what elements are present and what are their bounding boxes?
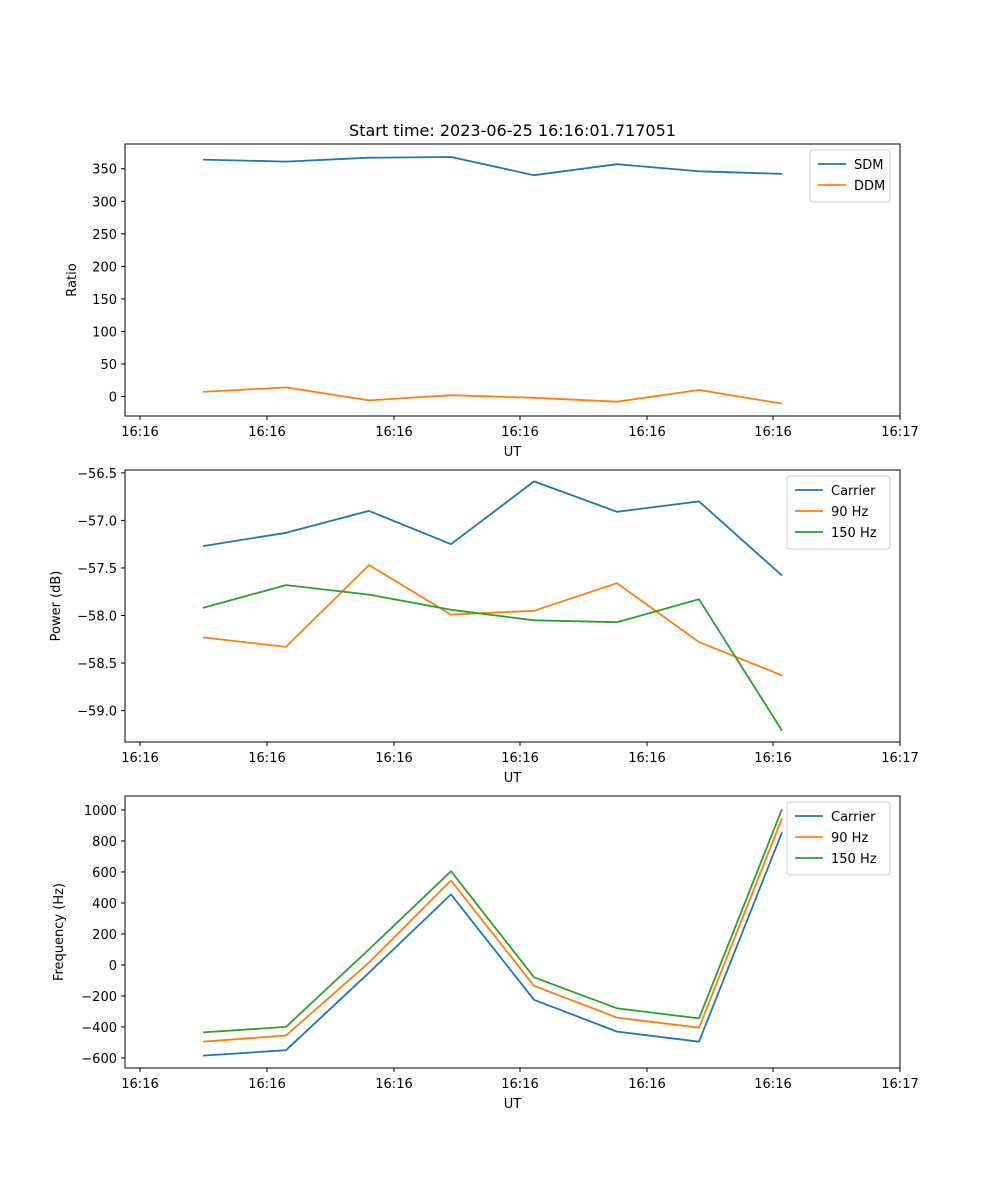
y-tick-label: −200 xyxy=(81,990,117,1005)
y-tick-label: 50 xyxy=(100,358,117,373)
x-tick-label: 16:16 xyxy=(628,1077,665,1092)
series-line-150-hz xyxy=(202,584,783,732)
x-tick-label: 16:16 xyxy=(248,425,285,440)
x-axis-label: UT xyxy=(504,445,522,460)
legend-label: 150 Hz xyxy=(831,526,877,541)
x-tick-label: 16:16 xyxy=(754,425,791,440)
x-tick-label: 16:16 xyxy=(754,751,791,766)
legend-label: Carrier xyxy=(831,810,876,825)
y-tick-label: 100 xyxy=(92,325,117,340)
x-tick-label: 16:16 xyxy=(754,1077,791,1092)
y-axis-label: Ratio xyxy=(65,263,80,296)
axes-frame xyxy=(124,469,901,743)
y-tick-label: 300 xyxy=(92,195,117,210)
y-tick-label: 0 xyxy=(109,959,117,974)
x-tick-label: 16:16 xyxy=(501,1077,538,1092)
x-tick-label: 16:16 xyxy=(375,751,412,766)
y-tick-label: −58.5 xyxy=(77,657,117,672)
legend-label: Carrier xyxy=(831,484,876,499)
y-tick-label: 250 xyxy=(92,228,117,243)
legend-box xyxy=(786,801,891,876)
y-tick-label: 150 xyxy=(92,293,117,308)
legend-box xyxy=(786,475,891,550)
x-tick-label: 16:16 xyxy=(501,751,538,766)
y-tick-label: 200 xyxy=(92,260,117,275)
legend-label: 150 Hz xyxy=(831,852,877,867)
y-tick-label: 200 xyxy=(92,928,117,943)
x-tick-label: 16:16 xyxy=(375,1077,412,1092)
ratio-panel: 16:16 16:16 16:16 16:16 16:16 16:16 16:17 0 50 10… xyxy=(65,143,919,460)
x-tick-label: 16:16 xyxy=(375,425,412,440)
axes-frame xyxy=(124,143,901,417)
legend: Carrier 90 Hz 150 Hz xyxy=(786,801,891,876)
y-tick-label: −600 xyxy=(81,1052,117,1067)
x-tick-label: 16:16 xyxy=(248,1077,285,1092)
x-tick-label: 16:16 xyxy=(121,425,158,440)
series-line-sdm xyxy=(202,156,783,177)
x-tick-label: 16:16 xyxy=(248,751,285,766)
legend-label: 90 Hz xyxy=(831,831,868,846)
legend-box xyxy=(809,149,891,203)
y-tick-label: 0 xyxy=(109,390,117,405)
x-axis-label: UT xyxy=(504,771,522,786)
y-tick-label: −59.0 xyxy=(77,705,117,720)
y-axis-label: Power (dB) xyxy=(49,571,64,642)
axes-frame xyxy=(124,795,901,1069)
y-tick-label: 600 xyxy=(92,866,117,881)
legend-label: 90 Hz xyxy=(831,505,868,520)
x-tick-label: 16:17 xyxy=(881,1077,918,1092)
y-tick-label: 800 xyxy=(92,835,117,850)
x-tick-label: 16:16 xyxy=(121,1077,158,1092)
frequency-panel: 16:16 16:16 16:16 16:16 16:16 16:16 16:17 −600 −… xyxy=(52,795,919,1112)
x-tick-label: 16:16 xyxy=(628,751,665,766)
y-tick-label: −58.0 xyxy=(77,610,117,625)
series-line-ddm xyxy=(202,386,783,405)
figure-title: Start time: 2023-06-25 16:16:01.717051 xyxy=(349,121,676,140)
series-line-carrier xyxy=(202,480,783,577)
series-line-90-hz xyxy=(202,564,783,677)
legend-label: SDM xyxy=(854,158,883,173)
legend-label: DDM xyxy=(854,179,885,194)
y-tick-label: −400 xyxy=(81,1021,117,1036)
y-tick-label: −57.0 xyxy=(77,514,117,529)
series-line-150-hz xyxy=(202,808,783,1034)
x-tick-label: 16:16 xyxy=(501,425,538,440)
series-line-carrier xyxy=(202,832,783,1057)
x-tick-label: 16:16 xyxy=(628,425,665,440)
y-tick-label: 400 xyxy=(92,897,117,912)
x-axis-label: UT xyxy=(504,1097,522,1112)
x-tick-label: 16:17 xyxy=(881,751,918,766)
y-tick-label: 350 xyxy=(92,163,117,178)
y-tick-label: 1000 xyxy=(84,804,117,819)
x-tick-label: 16:17 xyxy=(881,425,918,440)
y-tick-label: −56.5 xyxy=(77,467,117,482)
series-line-90-hz xyxy=(202,818,783,1043)
x-tick-label: 16:16 xyxy=(121,751,158,766)
legend: Carrier 90 Hz 150 Hz xyxy=(786,475,891,550)
power-panel: 16:16 16:16 16:16 16:16 16:16 16:16 16:17 −59.0… xyxy=(49,467,919,786)
legend: SDM DDM xyxy=(809,149,891,203)
y-tick-label: −57.5 xyxy=(77,562,117,577)
y-axis-label: Frequency (Hz) xyxy=(52,883,67,981)
